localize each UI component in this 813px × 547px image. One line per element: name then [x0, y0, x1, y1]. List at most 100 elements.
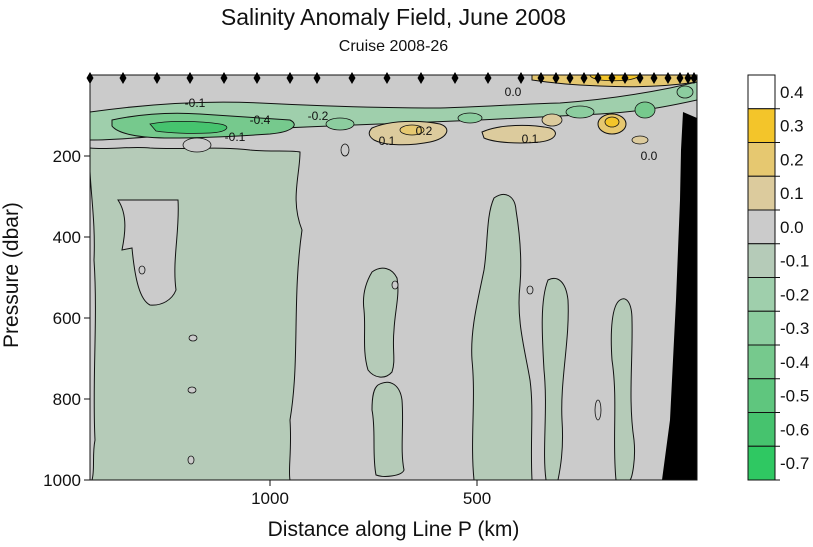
station-marker — [580, 72, 588, 84]
colorbar-swatch — [747, 243, 776, 278]
contour-label: -0.1 — [185, 96, 206, 110]
colorbar-label: -0.6 — [780, 420, 809, 439]
colorbar-swatch — [747, 209, 776, 245]
bathymetry-shape — [662, 112, 697, 480]
contour-label: 0.1 — [379, 134, 396, 148]
contour-label: 0.0 — [505, 85, 522, 99]
contour-label: 0.0 — [641, 149, 658, 163]
colorbar-swatch — [747, 277, 776, 312]
peak-negative-anomaly — [149, 120, 228, 134]
subsurface-positive-anomaly-5 — [631, 135, 649, 145]
colorbar-swatch — [747, 445, 776, 481]
subsurface-positive-core-4 — [604, 116, 620, 128]
subsurface-positive-anomaly-3 — [541, 113, 563, 127]
station-marker — [220, 72, 228, 84]
station-marker — [594, 72, 602, 84]
colorbar-label: -0.2 — [780, 285, 809, 304]
station-marker — [348, 72, 356, 84]
station-marker — [313, 72, 321, 84]
colorbar-label: 0.0 — [780, 218, 804, 237]
small-anomaly-blob-5 — [187, 386, 197, 394]
station-marker — [608, 72, 616, 84]
contour-label: 0.1 — [522, 132, 539, 146]
station-marker — [153, 72, 161, 84]
station-marker — [119, 72, 127, 84]
negative-anomaly-region-west — [90, 146, 303, 480]
colorbar-swatch — [747, 378, 776, 413]
small-anomaly-blob-2 — [340, 143, 350, 157]
station-marker — [186, 72, 194, 84]
small-anomaly-blob-1 — [182, 137, 212, 153]
contour-label: 0.2 — [416, 124, 433, 138]
station-marker — [484, 72, 492, 84]
contour-label: -0.2 — [308, 109, 329, 123]
x-tick-label: 1000 — [251, 489, 289, 508]
negative-anomaly-eddy-2 — [457, 112, 483, 124]
station-marker — [636, 72, 644, 84]
colorbar-swatch — [747, 344, 776, 380]
station-markers — [86, 72, 698, 84]
y-tick-label: 200 — [53, 147, 81, 166]
x-axis-ticks: 1000 500 — [251, 480, 491, 508]
negative-anomaly-sliver-east — [610, 298, 635, 480]
colorbar: 0.4 0.3 0.2 0.1 0.0 -0.1 -0.2 -0.3 -0.4 -0.5 -0.6 -… — [747, 74, 809, 481]
small-anomaly-blob-4 — [188, 334, 198, 342]
small-anomaly-blob-7 — [391, 280, 399, 290]
small-anomaly-blob-8 — [526, 285, 534, 295]
negative-anomaly-eddy-3 — [565, 105, 595, 119]
negative-anomaly-eddy-4 — [634, 101, 656, 119]
negative-anomaly-column-lower — [371, 381, 405, 477]
contour-labels: -0.1 -0.4 -0.2 -0.1 0.0 0.2 0.1 0.1 0.0 — [185, 85, 658, 163]
x-tick-label: 500 — [463, 489, 491, 508]
subsurface-positive-anomaly-2 — [481, 124, 556, 144]
negative-anomaly-eddy-5 — [676, 85, 694, 99]
colorbar-swatch — [747, 142, 776, 177]
contour-label: -0.1 — [225, 130, 246, 144]
small-anomaly-blob-6 — [187, 455, 195, 465]
station-marker — [253, 72, 261, 84]
x-axis-label: Distance along Line P (km) — [267, 518, 520, 541]
negative-anomaly-column-central — [363, 267, 399, 378]
y-tick-label: 400 — [53, 228, 81, 247]
colorbar-label: -0.5 — [780, 387, 809, 406]
chart-subtitle: Cruise 2008-26 — [338, 38, 449, 55]
colorbar-label: 0.1 — [780, 184, 804, 203]
y-tick-label: 800 — [53, 390, 81, 409]
station-marker — [86, 72, 94, 84]
station-marker — [286, 72, 294, 84]
station-marker — [621, 72, 629, 84]
station-marker — [676, 72, 684, 84]
station-marker — [383, 72, 391, 84]
plot-frame — [89, 74, 698, 481]
colorbar-label: 0.3 — [780, 117, 804, 136]
negative-anomaly-column-far-east — [541, 277, 569, 480]
y-tick-label: 600 — [53, 309, 81, 328]
station-marker — [684, 72, 692, 84]
colorbar-label: -0.4 — [780, 353, 809, 372]
station-marker — [566, 72, 574, 84]
y-axis-ticks: 200 400 600 800 1000 — [43, 147, 90, 490]
colorbar-swatch — [747, 74, 776, 110]
station-marker — [517, 72, 525, 84]
small-anomaly-blob-3 — [138, 265, 146, 275]
chart-title: Salinity Anomaly Field, June 2008 — [220, 4, 567, 30]
y-tick-label: 1000 — [43, 471, 81, 490]
colorbar-swatch — [747, 310, 776, 346]
small-anomaly-blob-9 — [594, 399, 602, 421]
contour-field — [90, 75, 697, 480]
colorbar-label: -0.1 — [780, 252, 809, 271]
station-marker — [664, 72, 672, 84]
station-marker — [417, 72, 425, 84]
subsurface-positive-core-1 — [399, 124, 425, 136]
colorbar-swatch — [747, 412, 776, 447]
colorbar-label: 0.2 — [780, 150, 804, 169]
station-marker — [650, 72, 658, 84]
station-marker — [451, 72, 459, 84]
colorbar-swatch — [747, 175, 776, 211]
station-marker — [690, 72, 698, 84]
station-marker — [552, 72, 560, 84]
colorbar-label: -0.3 — [780, 319, 809, 338]
negative-anomaly-column-east — [471, 194, 533, 480]
zero-anomaly-intrusion-west — [117, 199, 179, 306]
